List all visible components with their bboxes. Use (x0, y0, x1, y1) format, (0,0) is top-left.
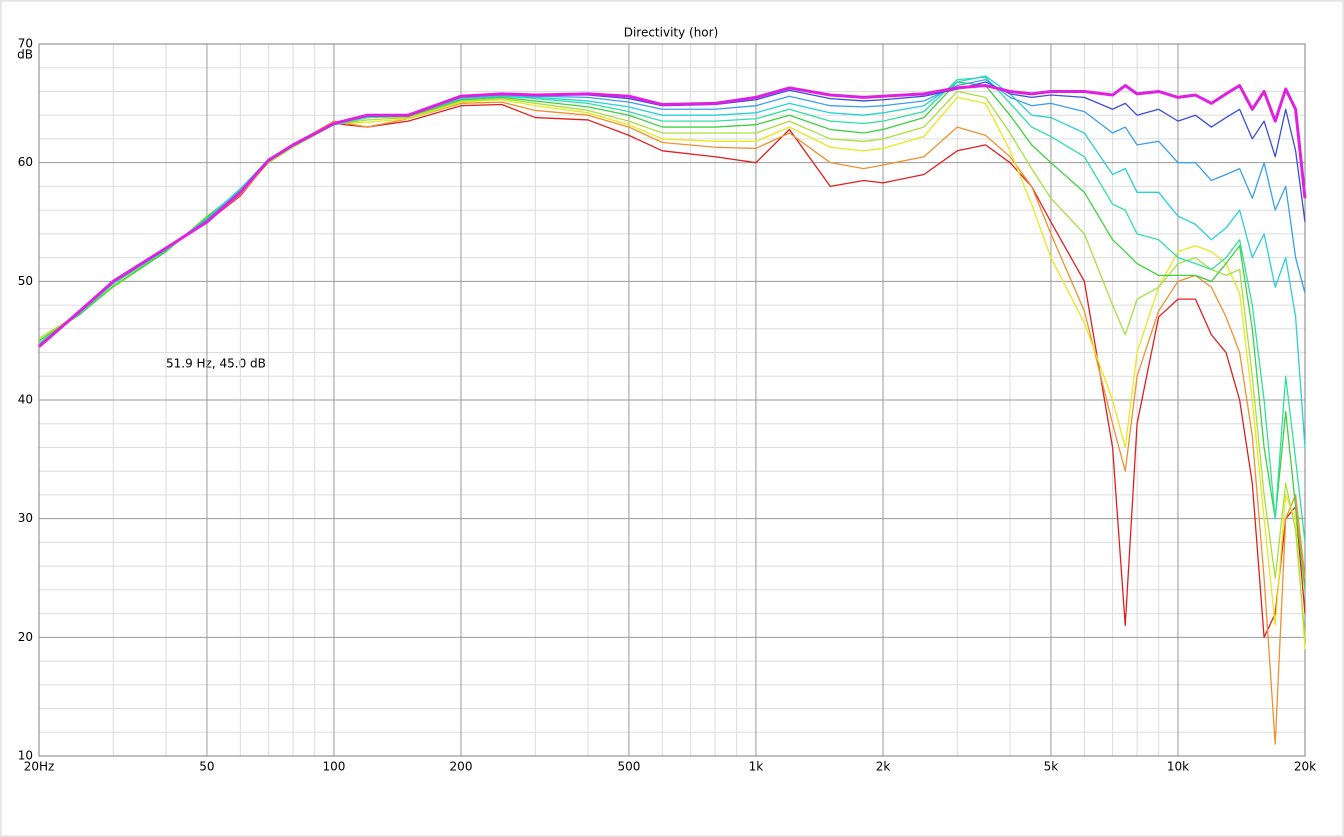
x-tick-label: 20Hz (24, 760, 55, 774)
y-tick-label: 50 (18, 274, 33, 288)
x-tick-label: 20k (1294, 760, 1316, 774)
y-tick-label: 20 (18, 630, 33, 644)
x-tick-label: 50 (199, 760, 214, 774)
x-tick-label: 200 (450, 760, 473, 774)
chart-title: Directivity (hor) (624, 26, 719, 40)
series-line (38, 90, 1306, 638)
x-tick-label: 500 (617, 760, 640, 774)
y-tick-label: 30 (18, 511, 33, 525)
y-axis-label: dB (17, 48, 33, 62)
plot-border (38, 43, 1306, 757)
y-tick-label: 10 (18, 749, 33, 763)
y-tick-label: 40 (18, 393, 33, 407)
y-tick-label: 70 (18, 37, 33, 51)
x-tick-label: 2k (876, 760, 891, 774)
x-tick-label: 5k (1044, 760, 1059, 774)
y-tick-label: 60 (18, 155, 33, 169)
annotation: 51.9 Hz, 45.0 dB (166, 357, 266, 371)
x-tick-label: 100 (323, 760, 346, 774)
series-line (38, 84, 1307, 348)
x-tick-label: 1k (749, 760, 764, 774)
x-tick-label: 10k (1167, 760, 1189, 774)
